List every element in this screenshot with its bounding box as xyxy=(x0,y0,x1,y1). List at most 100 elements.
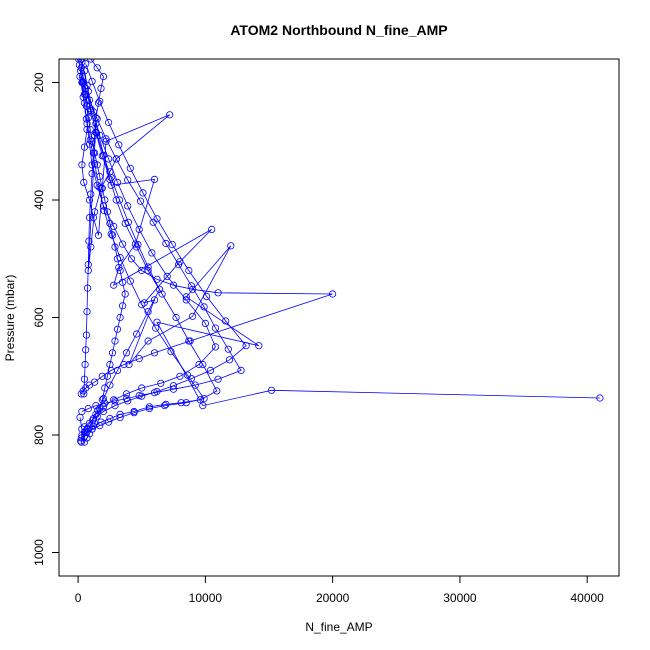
data-point xyxy=(88,170,96,178)
data-point xyxy=(119,302,127,310)
series-line xyxy=(80,67,160,443)
x-tick-label: 30000 xyxy=(443,591,477,605)
data-point xyxy=(214,289,222,297)
data-point xyxy=(78,407,86,416)
data-point xyxy=(83,307,91,316)
data-point xyxy=(145,404,153,413)
data-point xyxy=(168,241,176,249)
data-point xyxy=(255,342,263,350)
data-point xyxy=(138,384,146,392)
data-point xyxy=(94,406,102,414)
data-point xyxy=(222,317,230,325)
data-point xyxy=(150,349,159,357)
data-point xyxy=(116,413,124,421)
data-point xyxy=(135,225,143,233)
data-point xyxy=(200,394,208,403)
data-point xyxy=(153,387,161,396)
data-point xyxy=(99,394,108,403)
data-point xyxy=(110,281,118,289)
data-point xyxy=(185,337,193,345)
data-point xyxy=(103,372,112,380)
data-point xyxy=(108,231,117,239)
data-point xyxy=(87,190,95,198)
data-point xyxy=(138,392,146,400)
data-point xyxy=(113,255,122,263)
data-point xyxy=(80,390,88,398)
y-tick-label: 1000 xyxy=(32,539,46,566)
chart-title: ATOM2 Northbound N_fine_AMP xyxy=(230,22,447,38)
data-point xyxy=(169,281,178,289)
data-point xyxy=(161,401,169,410)
data-point xyxy=(119,240,127,248)
x-axis: 0 10000 20000 30000 40000 xyxy=(75,575,604,605)
data-point xyxy=(596,394,604,402)
data-point xyxy=(91,208,99,216)
data-point xyxy=(153,215,161,223)
data-point xyxy=(148,249,156,257)
data-point xyxy=(144,307,152,316)
data-point xyxy=(84,425,92,433)
data-point xyxy=(121,219,129,228)
series-line xyxy=(80,70,216,442)
data-point xyxy=(92,129,101,137)
data-point xyxy=(138,300,146,309)
data-point xyxy=(150,175,159,183)
data-point xyxy=(93,115,101,123)
data-point xyxy=(111,243,119,251)
data-point xyxy=(189,312,197,320)
y-tick-label: 800 xyxy=(32,425,46,445)
data-point xyxy=(122,349,131,357)
data-point xyxy=(84,404,92,413)
data-point xyxy=(127,255,136,263)
data-point xyxy=(155,285,164,293)
data-point xyxy=(80,423,89,431)
data-point xyxy=(105,118,113,127)
data-point xyxy=(144,263,152,271)
data-point xyxy=(107,174,115,182)
data-point xyxy=(89,149,98,157)
data-point xyxy=(112,155,120,163)
data-point xyxy=(75,59,83,63)
data-point xyxy=(214,375,222,383)
data-point xyxy=(106,360,114,369)
data-point xyxy=(98,184,106,192)
data-point xyxy=(166,111,174,119)
data-point xyxy=(87,59,95,63)
data-point xyxy=(77,390,85,398)
series-line xyxy=(84,63,247,428)
data-point xyxy=(200,303,208,311)
data-point xyxy=(185,266,193,275)
data-point xyxy=(167,347,175,356)
data-point xyxy=(175,260,183,269)
data-point xyxy=(101,196,109,204)
x-tick-label: 0 xyxy=(75,591,82,605)
data-point xyxy=(211,343,220,351)
data-point xyxy=(98,372,106,380)
data-point xyxy=(121,290,129,298)
data-point xyxy=(77,64,85,72)
data-point xyxy=(94,231,103,239)
data-point xyxy=(86,136,94,144)
data-point xyxy=(84,284,92,292)
data-point xyxy=(196,396,204,404)
data-point xyxy=(176,372,184,380)
data-point xyxy=(88,77,96,85)
x-tick-label: 20000 xyxy=(316,591,350,605)
y-axis-label: Pressure (mbar) xyxy=(3,275,17,362)
data-point xyxy=(113,366,122,374)
data-point xyxy=(135,354,143,363)
x-tick-label: 10000 xyxy=(189,591,223,605)
data-point xyxy=(111,337,119,345)
data-point xyxy=(102,135,110,143)
data-point xyxy=(237,366,245,374)
data-point xyxy=(106,175,114,183)
y-axis: 200 400 600 800 1000 xyxy=(32,72,60,566)
data-point xyxy=(80,178,88,186)
series-line xyxy=(79,76,205,439)
data-point xyxy=(224,345,232,353)
data-point xyxy=(213,387,221,395)
data-point xyxy=(124,202,132,210)
series-line xyxy=(81,61,218,436)
data-point xyxy=(94,99,103,107)
x-tick-label: 40000 xyxy=(570,591,604,605)
